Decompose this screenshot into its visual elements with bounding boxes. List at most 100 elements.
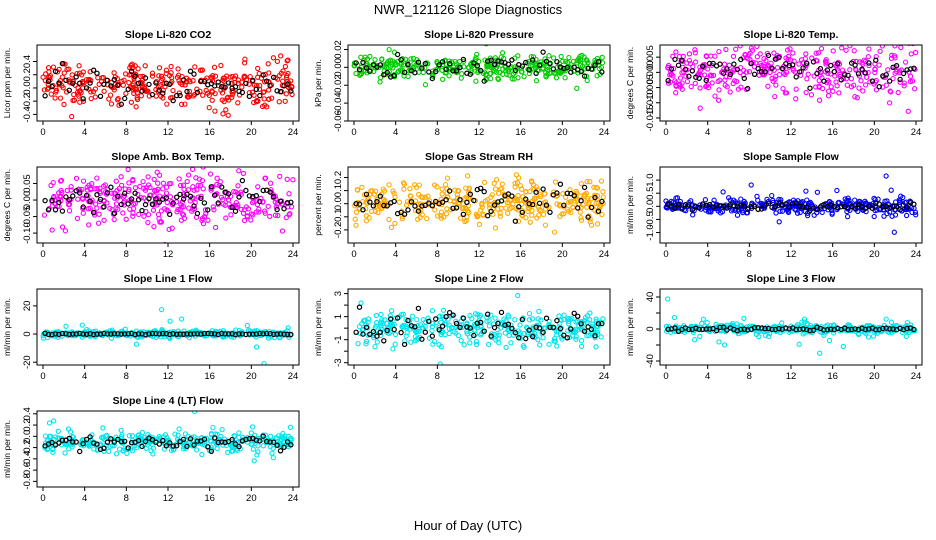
colored-point bbox=[829, 211, 835, 217]
colored-point bbox=[887, 88, 893, 94]
colored-point bbox=[367, 53, 373, 60]
colored-point bbox=[77, 99, 83, 105]
colored-point bbox=[214, 175, 220, 181]
colored-point bbox=[866, 46, 872, 52]
x-tick-label: 8 bbox=[124, 371, 129, 382]
colored-point bbox=[825, 70, 831, 77]
black-point bbox=[786, 204, 793, 210]
colored-point bbox=[278, 53, 284, 59]
y-tick-label: 0.5 bbox=[645, 187, 656, 200]
black-point bbox=[160, 90, 166, 96]
black-point bbox=[63, 194, 69, 200]
colored-point bbox=[503, 205, 509, 211]
colored-point bbox=[78, 72, 85, 78]
panel-title: Slope Sample Flow bbox=[743, 151, 840, 163]
black-point bbox=[97, 93, 104, 100]
colored-point bbox=[761, 56, 767, 62]
colored-point bbox=[758, 62, 765, 69]
black-point bbox=[478, 185, 484, 191]
black-point bbox=[873, 327, 879, 333]
colored-point bbox=[42, 433, 49, 439]
colored-point bbox=[813, 84, 819, 90]
black-point bbox=[260, 72, 266, 78]
colored-point bbox=[770, 197, 776, 204]
colored-point bbox=[773, 73, 779, 79]
colored-point bbox=[41, 212, 48, 218]
colored-point bbox=[446, 325, 452, 332]
black-point bbox=[59, 60, 66, 67]
black-point bbox=[215, 79, 221, 85]
colored-point bbox=[825, 207, 831, 213]
black-point bbox=[907, 66, 914, 72]
colored-point bbox=[668, 71, 675, 77]
colored-point bbox=[130, 210, 136, 216]
colored-point bbox=[716, 48, 722, 55]
colored-point bbox=[182, 82, 188, 88]
black-point bbox=[422, 329, 428, 335]
black-point bbox=[257, 330, 263, 337]
colored-point bbox=[239, 84, 245, 90]
black-point bbox=[118, 201, 125, 208]
colored-point bbox=[100, 425, 106, 431]
colored-point bbox=[803, 188, 809, 194]
colored-point bbox=[162, 241, 168, 243]
colored-point bbox=[147, 192, 153, 198]
black-point bbox=[239, 331, 246, 337]
colored-point bbox=[464, 321, 470, 327]
black-point bbox=[485, 311, 491, 317]
colored-point bbox=[673, 90, 679, 96]
colored-point bbox=[577, 209, 583, 215]
black-point bbox=[838, 203, 844, 210]
black-point bbox=[578, 68, 584, 75]
colored-point bbox=[417, 214, 423, 221]
colored-point bbox=[284, 72, 290, 79]
colored-point bbox=[726, 195, 732, 201]
black-point bbox=[45, 78, 52, 85]
colored-point bbox=[442, 181, 449, 188]
colored-point bbox=[255, 443, 261, 449]
colored-point bbox=[407, 185, 413, 192]
colored-point bbox=[742, 200, 748, 206]
black-point bbox=[76, 80, 83, 86]
colored-point bbox=[262, 102, 268, 108]
black-point bbox=[852, 62, 858, 68]
x-tick-label: 24 bbox=[288, 493, 299, 504]
x-tick-label: 4 bbox=[393, 127, 398, 138]
colored-point bbox=[283, 74, 290, 81]
colored-point bbox=[746, 69, 753, 75]
colored-point bbox=[880, 84, 886, 90]
black-point bbox=[59, 437, 66, 443]
black-point bbox=[232, 84, 239, 90]
colored-point bbox=[571, 198, 577, 204]
y-tick-label: 0.05 bbox=[22, 174, 33, 193]
colored-point bbox=[145, 88, 151, 94]
colored-point bbox=[210, 204, 216, 210]
colored-point bbox=[154, 169, 160, 175]
black-point bbox=[474, 62, 480, 69]
colored-point bbox=[716, 339, 722, 345]
colored-point bbox=[113, 451, 120, 457]
black-point bbox=[564, 190, 571, 196]
colored-point bbox=[123, 216, 129, 222]
colored-point bbox=[839, 67, 846, 73]
black-point bbox=[66, 435, 73, 441]
black-point bbox=[394, 51, 401, 58]
black-point bbox=[772, 203, 779, 209]
x-tick-label: 16 bbox=[204, 249, 215, 260]
black-point bbox=[703, 77, 709, 84]
colored-point bbox=[255, 98, 261, 104]
colored-point bbox=[872, 66, 878, 73]
colored-point bbox=[876, 62, 882, 68]
black-point bbox=[284, 439, 291, 445]
y-axis-label: degrees C per min. bbox=[2, 169, 12, 241]
colored-point bbox=[204, 75, 210, 81]
black-point bbox=[111, 331, 118, 337]
colored-point bbox=[573, 336, 579, 342]
black-point bbox=[880, 204, 886, 210]
black-point bbox=[49, 197, 55, 204]
black-point bbox=[526, 327, 532, 333]
black-point bbox=[236, 331, 242, 337]
black-point bbox=[253, 86, 259, 93]
colored-point bbox=[282, 98, 288, 104]
black-point bbox=[824, 67, 831, 73]
